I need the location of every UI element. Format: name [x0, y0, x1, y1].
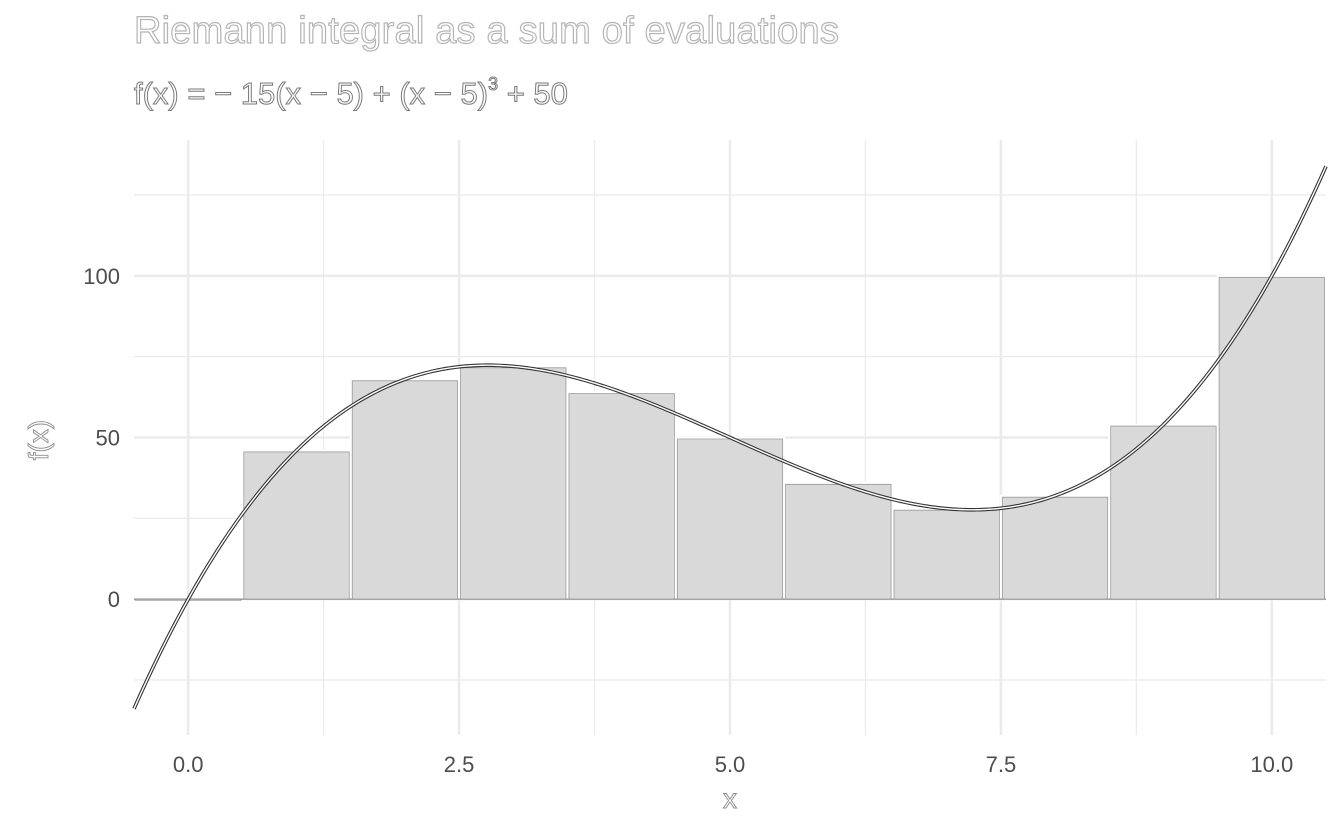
x-tick-label: 0.0	[173, 752, 204, 777]
x-tick-label: 7.5	[986, 752, 1017, 777]
x-axis-title: x	[723, 783, 737, 814]
bar	[783, 481, 894, 601]
x-tick-label: 5.0	[715, 752, 746, 777]
function-curve	[133, 165, 1327, 710]
bar	[1108, 423, 1219, 601]
bar	[241, 449, 352, 601]
y-tick-label: 50	[96, 426, 120, 451]
bar	[999, 494, 1111, 601]
bar	[458, 365, 569, 601]
subtitle-tail: + 50	[498, 76, 568, 112]
bars	[133, 274, 1327, 601]
y-tick-label: 100	[83, 264, 120, 289]
y-axis-ticks: 0 50 100	[83, 264, 120, 612]
bar	[891, 507, 1002, 601]
x-tick-label: 2.5	[444, 752, 475, 777]
y-axis-title: f(x)	[23, 420, 54, 460]
x-axis-ticks: 0.0 2.5 5.0 7.5 10.0	[173, 752, 1293, 777]
subtitle-base: f(x) = − 15(x − 5) + (x − 5)	[133, 76, 489, 112]
curve-layer	[132, 165, 1328, 710]
y-tick-label: 0	[108, 587, 120, 612]
bar	[1216, 274, 1327, 601]
bar	[566, 391, 677, 601]
bar	[349, 378, 461, 601]
x-tick-label: 10.0	[1250, 752, 1293, 777]
chart-subtitle: f(x) = − 15(x − 5) + (x − 5)3 + 50	[133, 74, 568, 112]
chart-title: Riemann integral as a sum of evaluations	[133, 9, 840, 52]
bar	[674, 436, 786, 601]
subtitle-exponent: 3	[488, 74, 499, 95]
